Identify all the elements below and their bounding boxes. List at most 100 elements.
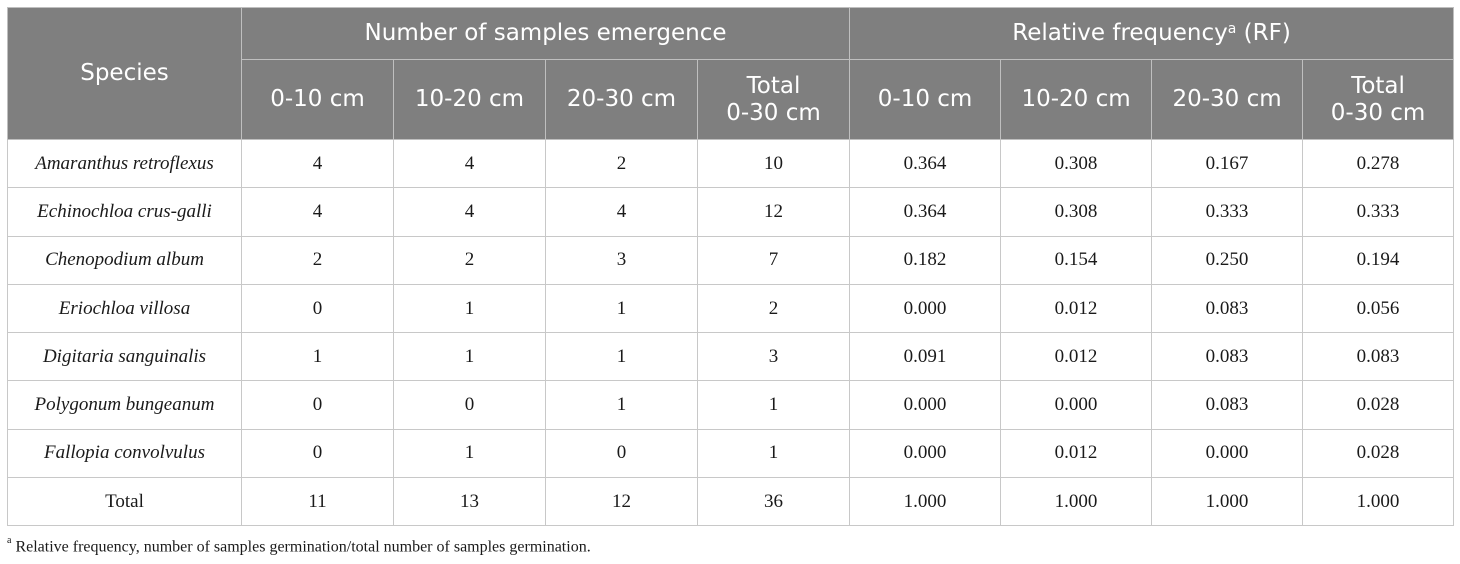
species-name: Eriochloa villosa [7,283,242,334]
cell-rf-0-10: 0.364 [849,138,1002,189]
species-name: Amaranthus retroflexus [7,138,242,189]
total-label: Total [746,72,801,99]
table-row: Echinochloa crus-galli 4 4 4 12 0.364 0.… [7,187,1455,237]
cell-rf-10-20: 0.308 [1000,138,1153,189]
cell-rf-0-10: 0.000 [849,283,1002,334]
header-rf-depth-20-30: 20-30 cm [1151,59,1304,140]
total-row-label: Total [7,477,242,527]
cell-rf-10-20: 0.308 [1000,187,1153,237]
cell-n-20-30: 1 [545,332,698,382]
header-rf-depth-0-10: 0-10 cm [849,59,1002,140]
cell-rf-0-10: 0.000 [849,380,1002,430]
rf-title: Relative frequency [1012,20,1228,46]
species-name: Echinochloa crus-galli [7,187,242,237]
cell-rf-total: 0.028 [1302,428,1455,479]
cell-rf-10-20: 1.000 [1000,477,1153,527]
cell-n-10-20: 1 [393,332,546,382]
cell-n-10-20: 4 [393,138,546,189]
cell-rf-0-10: 1.000 [849,477,1002,527]
table-row: Chenopodium album 2 2 3 7 0.182 0.154 0.… [7,235,1455,285]
table-row: Fallopia convolvulus 0 1 0 1 0.000 0.012… [7,428,1455,479]
cell-n-10-20: 0 [393,380,546,430]
cell-n-10-20: 2 [393,235,546,285]
cell-n-20-30: 2 [545,138,698,189]
header-rf-depth-10-20: 10-20 cm [1000,59,1153,140]
footnote-text: Relative frequency, number of samples ge… [11,538,591,556]
cell-n-20-30: 3 [545,235,698,285]
table-footnote: a Relative frequency, number of samples … [7,535,591,556]
cell-n-total: 1 [696,428,851,479]
header-emergence-depth-0-10: 0-10 cm [241,59,394,140]
cell-rf-20-30: 0.083 [1151,332,1304,382]
cell-rf-0-10: 0.000 [849,428,1002,479]
cell-rf-10-20: 0.012 [1000,283,1153,334]
cell-n-0-10: 1 [241,332,394,382]
rf-footnote-marker: a [1227,21,1237,37]
species-name: Chenopodium album [7,235,242,285]
cell-rf-0-10: 0.364 [849,187,1002,237]
cell-rf-20-30: 0.333 [1151,187,1304,237]
cell-rf-10-20: 0.012 [1000,332,1153,382]
cell-n-20-30: 1 [545,283,698,334]
cell-rf-20-30: 0.250 [1151,235,1304,285]
cell-n-20-30: 4 [545,187,698,237]
cell-n-total: 7 [696,235,851,285]
cell-n-total: 2 [696,283,851,334]
species-name: Digitaria sanguinalis [7,332,242,382]
cell-n-total: 36 [696,477,851,527]
cell-rf-10-20: 0.000 [1000,380,1153,430]
cell-rf-total: 0.056 [1302,283,1455,334]
total-row: Total 11 13 12 36 1.000 1.000 1.000 1.00… [7,477,1455,527]
cell-n-0-10: 11 [241,477,394,527]
cell-n-10-20: 1 [393,283,546,334]
cell-rf-0-10: 0.182 [849,235,1002,285]
cell-rf-10-20: 0.154 [1000,235,1153,285]
species-name: Fallopia convolvulus [7,428,242,479]
cell-rf-total: 0.028 [1302,380,1455,430]
total-label: Total [1351,72,1405,99]
rf-abbrev: (RF) [1236,20,1291,46]
total-range: 0-30 cm [1330,99,1426,126]
cell-rf-0-10: 0.091 [849,332,1002,382]
cell-rf-total: 0.083 [1302,332,1455,382]
header-species: Species [7,7,242,140]
cell-n-0-10: 4 [241,138,394,189]
cell-n-total: 10 [696,138,851,189]
cell-rf-20-30: 0.167 [1151,138,1304,189]
cell-rf-20-30: 0.083 [1151,283,1304,334]
footnote-marker: a [7,535,12,546]
cell-n-20-30: 0 [545,428,698,479]
table-row: Digitaria sanguinalis 1 1 1 3 0.091 0.01… [7,332,1455,382]
header-emergence-depth-10-20: 10-20 cm [393,59,546,140]
header-emergence-total: Total 0-30 cm [696,59,851,140]
cell-rf-total: 1.000 [1302,477,1455,527]
cell-n-20-30: 12 [545,477,698,527]
table-row: Eriochloa villosa 0 1 1 2 0.000 0.012 0.… [7,283,1455,334]
table-header: Species Number of samples emergence Rela… [7,7,1455,140]
cell-n-total: 3 [696,332,851,382]
header-emergence-depth-20-30: 20-30 cm [545,59,698,140]
table-row: Polygonum bungeanum 0 0 1 1 0.000 0.000 … [7,380,1455,430]
cell-n-0-10: 0 [241,283,394,334]
cell-rf-10-20: 0.012 [1000,428,1153,479]
table-row: Amaranthus retroflexus 4 4 2 10 0.364 0.… [7,138,1455,189]
cell-n-10-20: 1 [393,428,546,479]
data-table-container: Species Number of samples emergence Rela… [7,7,1455,527]
species-name: Polygonum bungeanum [7,380,242,430]
cell-rf-20-30: 1.000 [1151,477,1304,527]
header-rf-total: Total 0-30 cm [1302,59,1455,140]
cell-rf-total: 0.278 [1302,138,1455,189]
header-group-emergence: Number of samples emergence [240,7,851,60]
cell-rf-20-30: 0.083 [1151,380,1304,430]
header-group-relative-frequency: Relative frequencya (RF) [849,7,1455,60]
cell-rf-20-30: 0.000 [1151,428,1304,479]
table-body: Amaranthus retroflexus 4 4 2 10 0.364 0.… [7,138,1455,527]
cell-n-total: 1 [696,380,851,430]
cell-rf-total: 0.333 [1302,187,1455,237]
cell-n-0-10: 0 [241,380,394,430]
cell-n-total: 12 [696,187,851,237]
species-frequency-table: Species Number of samples emergence Rela… [7,7,1455,527]
cell-n-0-10: 0 [241,428,394,479]
cell-n-0-10: 2 [241,235,394,285]
cell-n-20-30: 1 [545,380,698,430]
